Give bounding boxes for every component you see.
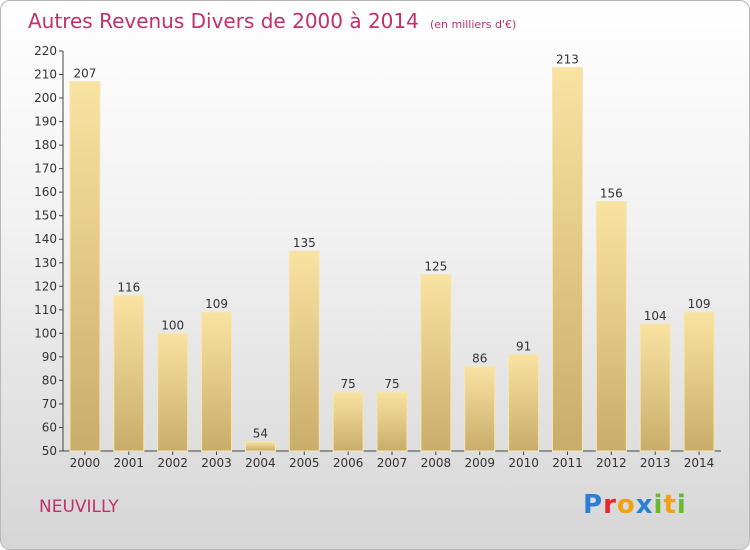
bar: [376, 391, 408, 452]
y-tick-label: 160: [34, 185, 57, 199]
x-axis: 2000 2001 2002 2003 2004 2005 2006 2007 2008 2009…: [63, 450, 721, 470]
y-tick-label: 150: [34, 209, 57, 223]
data-label: 91: [516, 340, 531, 354]
data-label: 100: [161, 318, 184, 332]
logo-letter: r: [603, 490, 617, 520]
logo-letter: x: [635, 490, 654, 520]
data-label: 75: [340, 377, 355, 391]
x-tick-label: 2001: [114, 456, 145, 470]
data-label: 135: [293, 236, 316, 250]
logo-letter: o: [616, 490, 636, 520]
y-tick-label: 170: [34, 162, 57, 176]
bars: [69, 66, 715, 452]
data-label: 116: [117, 281, 140, 295]
data-label: 54: [253, 427, 268, 441]
bar: [113, 295, 145, 452]
x-tick-label: 2006: [333, 456, 364, 470]
data-label: 104: [644, 309, 667, 323]
bar: [201, 311, 233, 452]
bar: [639, 323, 671, 452]
bar: [683, 311, 715, 452]
bar: [244, 441, 276, 452]
y-tick-label: 190: [34, 115, 57, 129]
proxiti-logo[interactable]: Proxiti: [583, 490, 687, 520]
bar: [508, 354, 540, 452]
data-label: 125: [424, 260, 447, 274]
logo-letter: t: [663, 490, 677, 520]
y-tick-label: 210: [34, 68, 57, 82]
y-tick-label: 80: [42, 373, 57, 387]
y-tick-label: 110: [34, 303, 57, 317]
y-tick-label: 140: [34, 232, 57, 246]
x-tick-label: 2011: [552, 456, 583, 470]
y-tick-label: 180: [34, 138, 57, 152]
x-tick-label: 2000: [70, 456, 101, 470]
bar: [464, 365, 496, 452]
data-label: 86: [472, 351, 487, 365]
chart-title: Autres Revenus Divers de 2000 à 2014: [28, 9, 419, 33]
chart-title-block: Autres Revenus Divers de 2000 à 2014 (en…: [28, 9, 516, 33]
x-tick-label: 2004: [245, 456, 276, 470]
y-tick-label: 120: [34, 279, 57, 293]
commune-name: NEUVILLY: [39, 497, 119, 517]
x-tick-label: 2012: [596, 456, 627, 470]
y-tick-label: 50: [42, 444, 57, 458]
bar: [69, 81, 101, 452]
x-tick-label: 2008: [421, 456, 452, 470]
x-tick-label: 2002: [157, 456, 188, 470]
y-axis: 50 60 70 80 90 100 110 120 130 140 150 160 170 180 190…: [34, 44, 64, 458]
y-tick-label: 70: [42, 397, 57, 411]
y-tick-label: 90: [42, 350, 57, 364]
data-label: 207: [73, 67, 96, 81]
x-tick-label: 2003: [201, 456, 232, 470]
y-tick-label: 60: [42, 420, 57, 434]
x-tick-label: 2013: [640, 456, 671, 470]
x-tick-label: 2009: [464, 456, 495, 470]
data-label: 156: [600, 187, 623, 201]
data-labels: 207 116 100 109 54 135 75 75 125 86 91 213 156 104 109: [73, 52, 710, 440]
x-tick-label: 2010: [508, 456, 539, 470]
data-label: 75: [384, 377, 399, 391]
y-tick-label: 200: [34, 91, 57, 105]
chart-subtitle: (en milliers d'€): [429, 18, 517, 31]
logo-letter: P: [583, 490, 604, 520]
x-tick-label: 2014: [684, 456, 715, 470]
logo-letter: i: [676, 490, 687, 520]
x-tick-label: 2007: [377, 456, 408, 470]
bar: [332, 391, 364, 452]
bar: [288, 250, 320, 452]
bar: [157, 332, 189, 452]
bar: [551, 66, 583, 452]
y-tick-label: 130: [34, 256, 57, 270]
bar: [420, 274, 452, 452]
data-label: 109: [688, 297, 711, 311]
logo-letter: i: [653, 490, 664, 520]
bar: [595, 201, 627, 452]
data-label: 109: [205, 297, 228, 311]
data-label: 213: [556, 52, 579, 66]
y-tick-label: 220: [34, 44, 57, 58]
y-tick-label: 100: [34, 326, 57, 340]
x-tick-label: 2005: [289, 456, 320, 470]
